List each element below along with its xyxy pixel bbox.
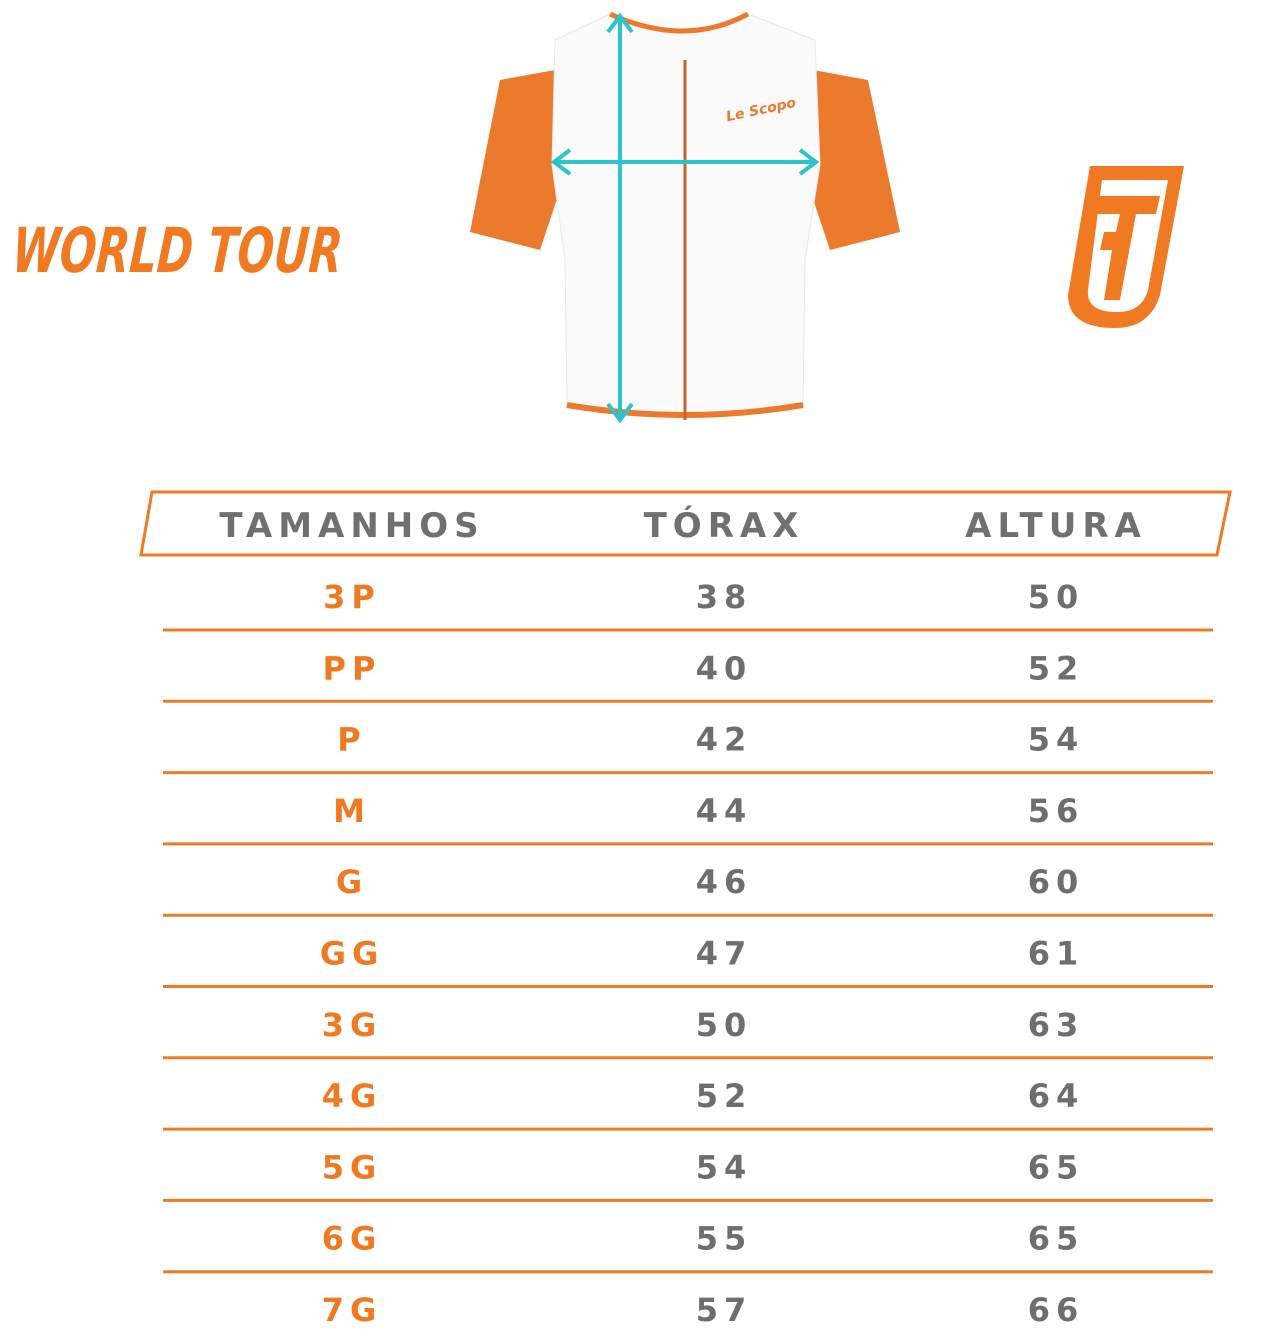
size-label: 5G: [322, 1148, 383, 1186]
measure-value: 60: [1028, 863, 1085, 901]
size-label: 4G: [322, 1077, 383, 1115]
size-label: PP: [323, 649, 382, 687]
size-label: 7G: [322, 1291, 383, 1329]
measure-value: 50: [1028, 578, 1085, 616]
measure-value: 54: [696, 1148, 753, 1186]
size-label: 3P: [323, 578, 381, 616]
measure-value: 56: [1028, 792, 1085, 830]
measure-value: 54: [1028, 721, 1085, 759]
size-table: TAMANHOS TÓRAX ALTURA 3P 38 50 PP 40 52 P 42 54 M 44 5…: [163, 505, 1213, 1329]
measure-value: 50: [696, 1006, 753, 1044]
size-label: GG: [320, 935, 385, 973]
measure-value: 66: [1028, 1291, 1085, 1329]
left-sleeve: [470, 70, 565, 250]
measure-value: 38: [696, 578, 753, 616]
column-header: TAMANHOS: [219, 506, 484, 546]
measure-value: 44: [696, 792, 753, 830]
column-header: ALTURA: [965, 506, 1147, 546]
measure-value: 57: [696, 1291, 753, 1329]
right-sleeve: [805, 70, 900, 250]
measure-value: 55: [696, 1220, 753, 1258]
shirt-illustration: Le Scopo: [470, 11, 900, 424]
measure-value: 65: [1028, 1148, 1085, 1186]
measure-value: 46: [696, 863, 753, 901]
measure-value: 64: [1028, 1077, 1085, 1115]
brand-logo: [1068, 166, 1184, 328]
measure-value: 42: [696, 721, 753, 759]
measure-value: 47: [696, 935, 753, 973]
measure-arrows: [550, 12, 820, 424]
measure-value: 61: [1028, 935, 1085, 973]
measure-value: 52: [696, 1077, 753, 1115]
measure-value: 52: [1028, 649, 1085, 687]
size-label: G: [336, 863, 368, 901]
size-label: 6G: [322, 1220, 383, 1258]
measure-value: 63: [1028, 1006, 1085, 1044]
measure-value: 40: [696, 649, 753, 687]
size-label: M: [333, 792, 371, 830]
size-label: 3G: [322, 1006, 383, 1044]
header-frame: [139, 490, 1232, 557]
size-label: P: [337, 721, 366, 759]
column-header: TÓRAX: [644, 505, 805, 546]
measure-value: 65: [1028, 1220, 1085, 1258]
title: WORLD TOUR: [10, 214, 345, 287]
collar: [608, 11, 750, 34]
